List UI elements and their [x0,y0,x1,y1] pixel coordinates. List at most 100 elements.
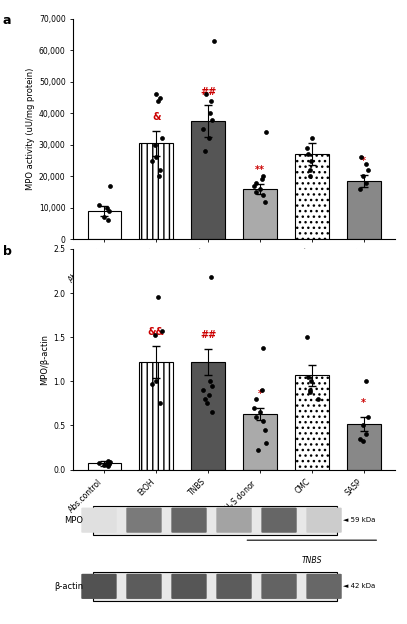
Point [209,381,215,391]
Point [211,36,217,46]
FancyBboxPatch shape [306,574,342,599]
Bar [347,181,381,240]
Point [262,197,268,207]
Point [151,331,158,341]
FancyBboxPatch shape [217,507,252,533]
Point [101,460,107,470]
Point [255,445,261,455]
Point [304,143,311,153]
Text: b: b [2,245,11,258]
Point [260,172,266,182]
FancyBboxPatch shape [261,574,297,599]
FancyBboxPatch shape [171,574,207,599]
Bar [347,424,381,470]
Point [256,184,263,194]
Point [152,89,159,99]
Point [357,184,363,194]
Point [260,190,267,200]
Point [308,134,315,144]
FancyBboxPatch shape [81,507,117,533]
Point [365,165,371,175]
Point [363,429,369,439]
Point [105,461,111,471]
Point [206,389,212,399]
Point [253,187,259,197]
Text: &&: && [148,327,165,337]
Point [148,379,155,389]
Point [260,343,266,353]
Point [158,326,165,336]
Point [157,92,164,102]
Point [148,155,155,165]
FancyBboxPatch shape [126,574,162,599]
Point [363,178,369,188]
Point [307,165,313,175]
Text: *: * [258,389,263,399]
Text: β-actin: β-actin [54,582,83,591]
Y-axis label: MPO/β-actin: MPO/β-actin [40,334,49,385]
Point [263,127,269,137]
Point [156,172,163,182]
FancyBboxPatch shape [92,572,337,601]
Text: ◄ 59 kDa: ◄ 59 kDa [344,517,376,523]
Bar [243,189,277,240]
Point [259,175,265,185]
Point [360,172,366,182]
Bar [139,144,173,240]
Point [251,403,258,413]
Text: &: & [152,112,160,122]
Text: a: a [2,14,11,27]
Point [105,215,111,225]
FancyBboxPatch shape [217,574,252,599]
Text: *: * [361,156,366,166]
Bar [295,154,329,240]
Point [259,385,265,395]
Point [252,178,259,188]
Point [101,212,107,222]
Point [305,372,311,382]
Bar [88,464,121,470]
Point [305,149,311,159]
Point [104,456,111,466]
Text: ◄ 42 kDa: ◄ 42 kDa [344,583,376,589]
Point [152,152,159,162]
Text: **: ** [255,165,265,175]
Point [306,387,313,397]
Point [360,421,366,431]
Point [204,398,211,408]
Point [201,146,208,156]
Point [199,124,206,134]
Point [208,272,214,282]
Point [155,293,161,303]
Point [105,206,112,216]
Bar [88,211,121,240]
Text: ##: ## [200,330,216,340]
Point [105,459,112,469]
Point [208,95,214,105]
Point [157,165,163,175]
Bar [295,375,329,470]
Point [107,181,114,191]
Point [206,376,213,386]
Text: ##: ## [200,87,216,97]
Text: *: * [361,397,366,408]
Point [151,140,158,150]
Point [103,459,110,469]
Point [251,181,258,191]
Point [358,152,365,162]
Point [262,425,268,435]
Point [308,376,315,386]
FancyBboxPatch shape [171,507,207,533]
Point [107,457,114,467]
Point [96,457,103,467]
Point [256,407,263,417]
Point [206,109,213,119]
Point [363,158,370,168]
Point [206,134,212,144]
Point [158,134,165,144]
FancyBboxPatch shape [261,507,297,533]
Point [199,385,206,395]
Point [304,332,311,342]
Point [308,155,315,165]
Text: TNBS: TNBS [302,555,322,565]
